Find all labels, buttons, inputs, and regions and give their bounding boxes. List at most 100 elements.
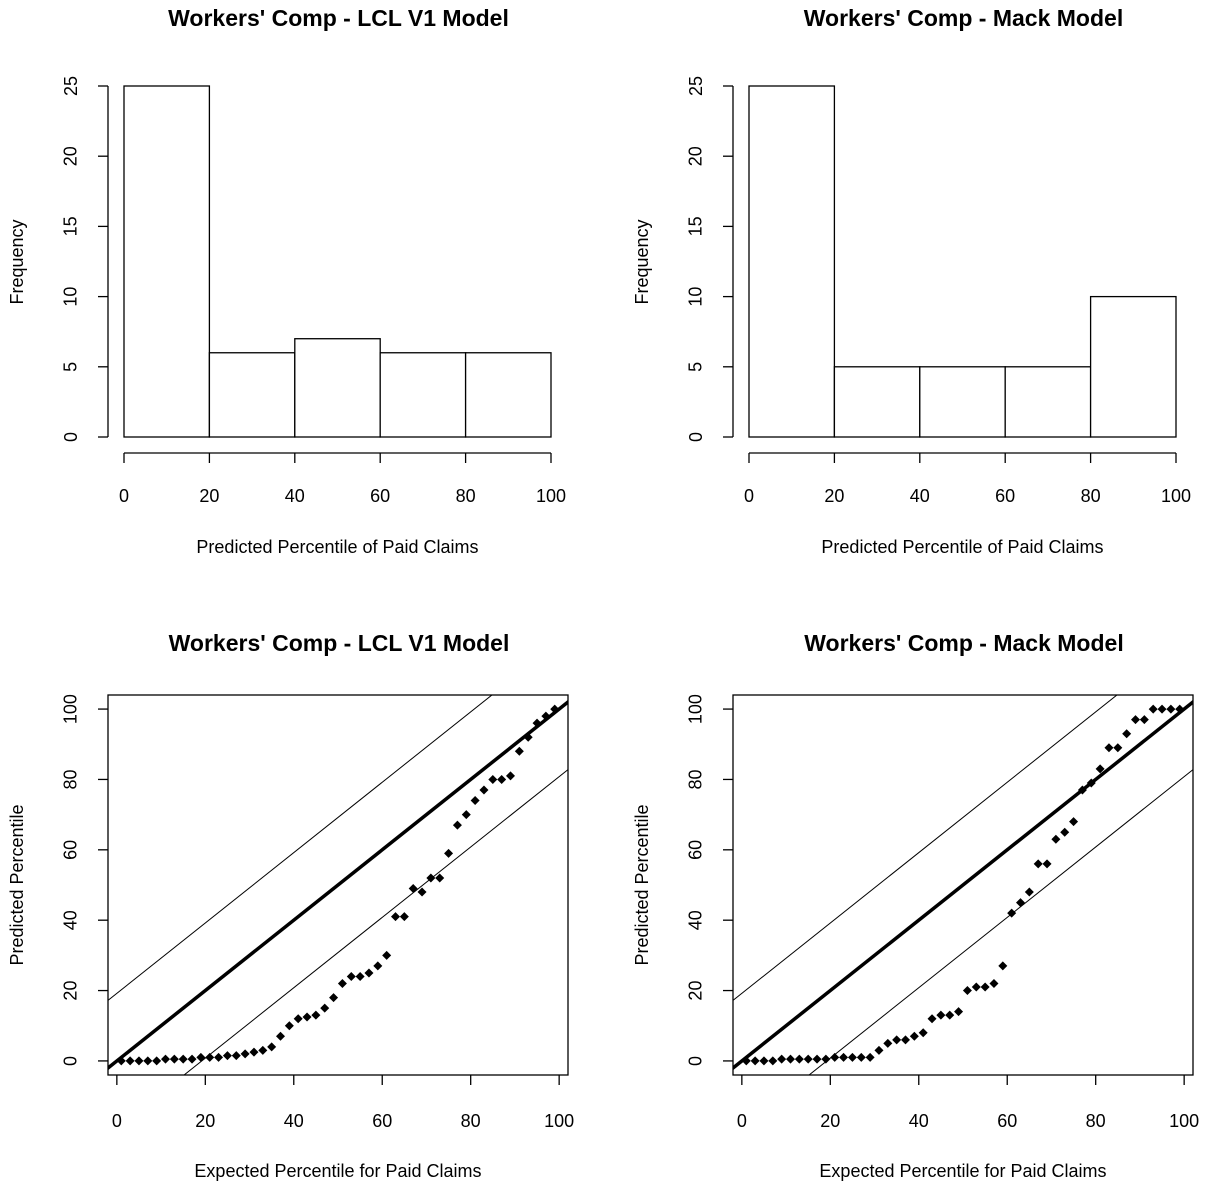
point [249, 1047, 259, 1057]
point [143, 1056, 153, 1066]
y-tick-label: 5 [61, 362, 81, 372]
point [839, 1052, 849, 1062]
y-tick-label: 20 [61, 146, 81, 166]
x-tick-label: 60 [372, 1111, 392, 1131]
point [786, 1054, 795, 1064]
point [169, 1054, 179, 1064]
point [382, 950, 392, 960]
x-axis-label: Expected Percentile for Paid Claims [819, 1161, 1106, 1181]
x-tick-label: 0 [744, 486, 754, 506]
plot-area [108, 695, 568, 1075]
x-tick-label: 60 [997, 1111, 1017, 1131]
point [373, 961, 383, 971]
x-axis-label: Expected Percentile for Paid Claims [194, 1161, 481, 1181]
y-axis-label: Frequency [632, 219, 652, 304]
y-tick-label: 40 [686, 910, 706, 930]
point [337, 979, 347, 989]
bound-line [808, 768, 1193, 1075]
x-tick-label: 20 [199, 486, 219, 506]
point [1086, 778, 1096, 788]
y-tick-label: 80 [686, 769, 706, 789]
point [883, 1038, 893, 1048]
point [391, 912, 400, 922]
point [426, 873, 436, 883]
y-tick-label: 0 [61, 1056, 81, 1066]
y-tick-label: 40 [61, 910, 81, 930]
point [909, 1031, 919, 1041]
point [541, 711, 551, 721]
point [125, 1056, 135, 1066]
x-tick-label: 40 [285, 486, 305, 506]
point [240, 1049, 250, 1059]
x-tick-label: 100 [1169, 1111, 1199, 1131]
point [901, 1035, 910, 1045]
point [794, 1054, 804, 1064]
point [998, 961, 1008, 971]
point [1024, 887, 1034, 897]
point [989, 979, 999, 989]
x-tick-label: 60 [995, 486, 1015, 506]
point [320, 1003, 330, 1013]
point [231, 1051, 241, 1061]
x-tick-label: 20 [195, 1111, 215, 1131]
x-tick-label: 0 [119, 486, 129, 506]
y-tick-label: 0 [686, 432, 706, 442]
y-tick-label: 100 [61, 694, 81, 724]
point [364, 968, 374, 978]
x-tick-label: 0 [112, 1111, 122, 1131]
point [945, 1010, 955, 1020]
bar [833, 366, 921, 438]
y-axis-label: Frequency [7, 219, 27, 304]
point [514, 746, 524, 756]
point [830, 1052, 840, 1062]
point [116, 1056, 126, 1066]
point [1131, 715, 1140, 725]
point [936, 1010, 946, 1020]
y-tick-label: 20 [686, 146, 706, 166]
x-axis-label: Predicted Percentile of Paid Claims [196, 537, 478, 557]
bar [748, 85, 836, 438]
point [1069, 817, 1079, 827]
point [284, 1021, 294, 1031]
point [178, 1054, 188, 1064]
x-tick-label: 40 [910, 486, 930, 506]
bar [919, 366, 1006, 438]
x-tick-label: 40 [284, 1111, 304, 1131]
point [1051, 834, 1061, 844]
point [452, 820, 462, 830]
plot-area [733, 695, 1193, 1075]
point [222, 1051, 232, 1061]
point [417, 887, 427, 897]
point [267, 1042, 277, 1052]
y-tick-label: 60 [686, 840, 706, 860]
x-tick-label: 80 [456, 486, 476, 506]
diagonal-line [108, 699, 568, 1071]
point [1139, 715, 1149, 725]
point [1042, 859, 1052, 869]
point [293, 1014, 303, 1024]
point [847, 1052, 857, 1062]
point [803, 1054, 813, 1064]
y-tick-label: 15 [61, 216, 81, 236]
x-tick-label: 60 [370, 486, 390, 506]
chart-title: Workers' Comp - LCL V1 Model [169, 630, 510, 656]
point [954, 1007, 964, 1017]
y-tick-label: 15 [686, 216, 706, 236]
bound-line [733, 695, 1118, 1002]
point [962, 986, 972, 996]
point [205, 1052, 215, 1062]
bar [1089, 295, 1177, 438]
point [741, 1056, 751, 1066]
point [302, 1012, 312, 1022]
bar [294, 338, 381, 438]
y-tick-label: 10 [61, 287, 81, 307]
point [971, 982, 981, 992]
point [1113, 743, 1123, 753]
point [187, 1054, 197, 1064]
y-tick-label: 10 [686, 287, 706, 307]
point [1148, 704, 1158, 714]
point [980, 982, 990, 992]
bar [464, 352, 552, 438]
